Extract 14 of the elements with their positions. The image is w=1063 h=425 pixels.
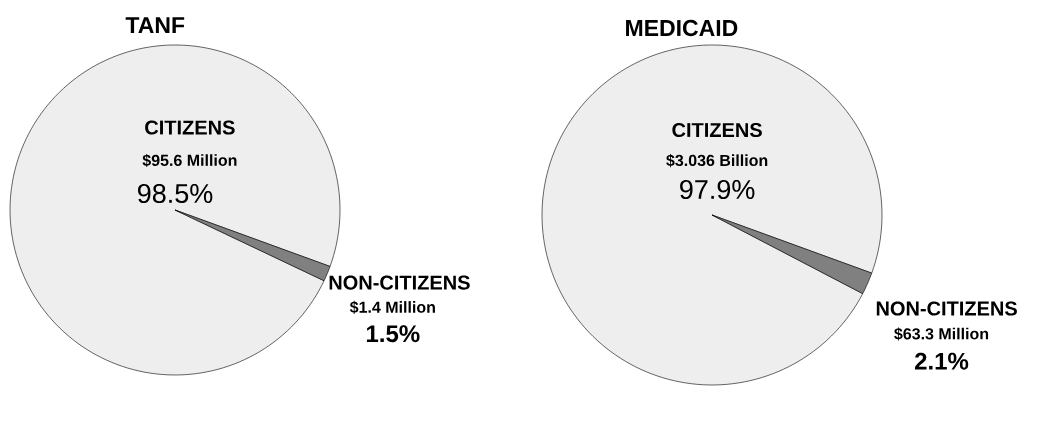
slice-label: CITIZENS bbox=[145, 120, 235, 135]
data-label: 97.9% bbox=[680, 179, 755, 200]
text: $3.036 Billion bbox=[666, 154, 768, 168]
slice-label: NON-CITIZENS bbox=[876, 301, 1017, 316]
text: $1.4 Million bbox=[349, 300, 435, 314]
slice-label: CITIZENS bbox=[672, 122, 762, 138]
slice-label: NON-CITIZENS bbox=[329, 275, 470, 290]
chart-title: TANF bbox=[125, 17, 185, 34]
text: $63.3 Million bbox=[894, 327, 989, 341]
data-label: 1.5% bbox=[366, 325, 420, 343]
chart-title: MEDICAID bbox=[626, 19, 738, 37]
data-label: 98.5% bbox=[138, 183, 213, 204]
data-label: 2.1% bbox=[914, 352, 969, 370]
text: $95.6 Million bbox=[142, 153, 237, 168]
